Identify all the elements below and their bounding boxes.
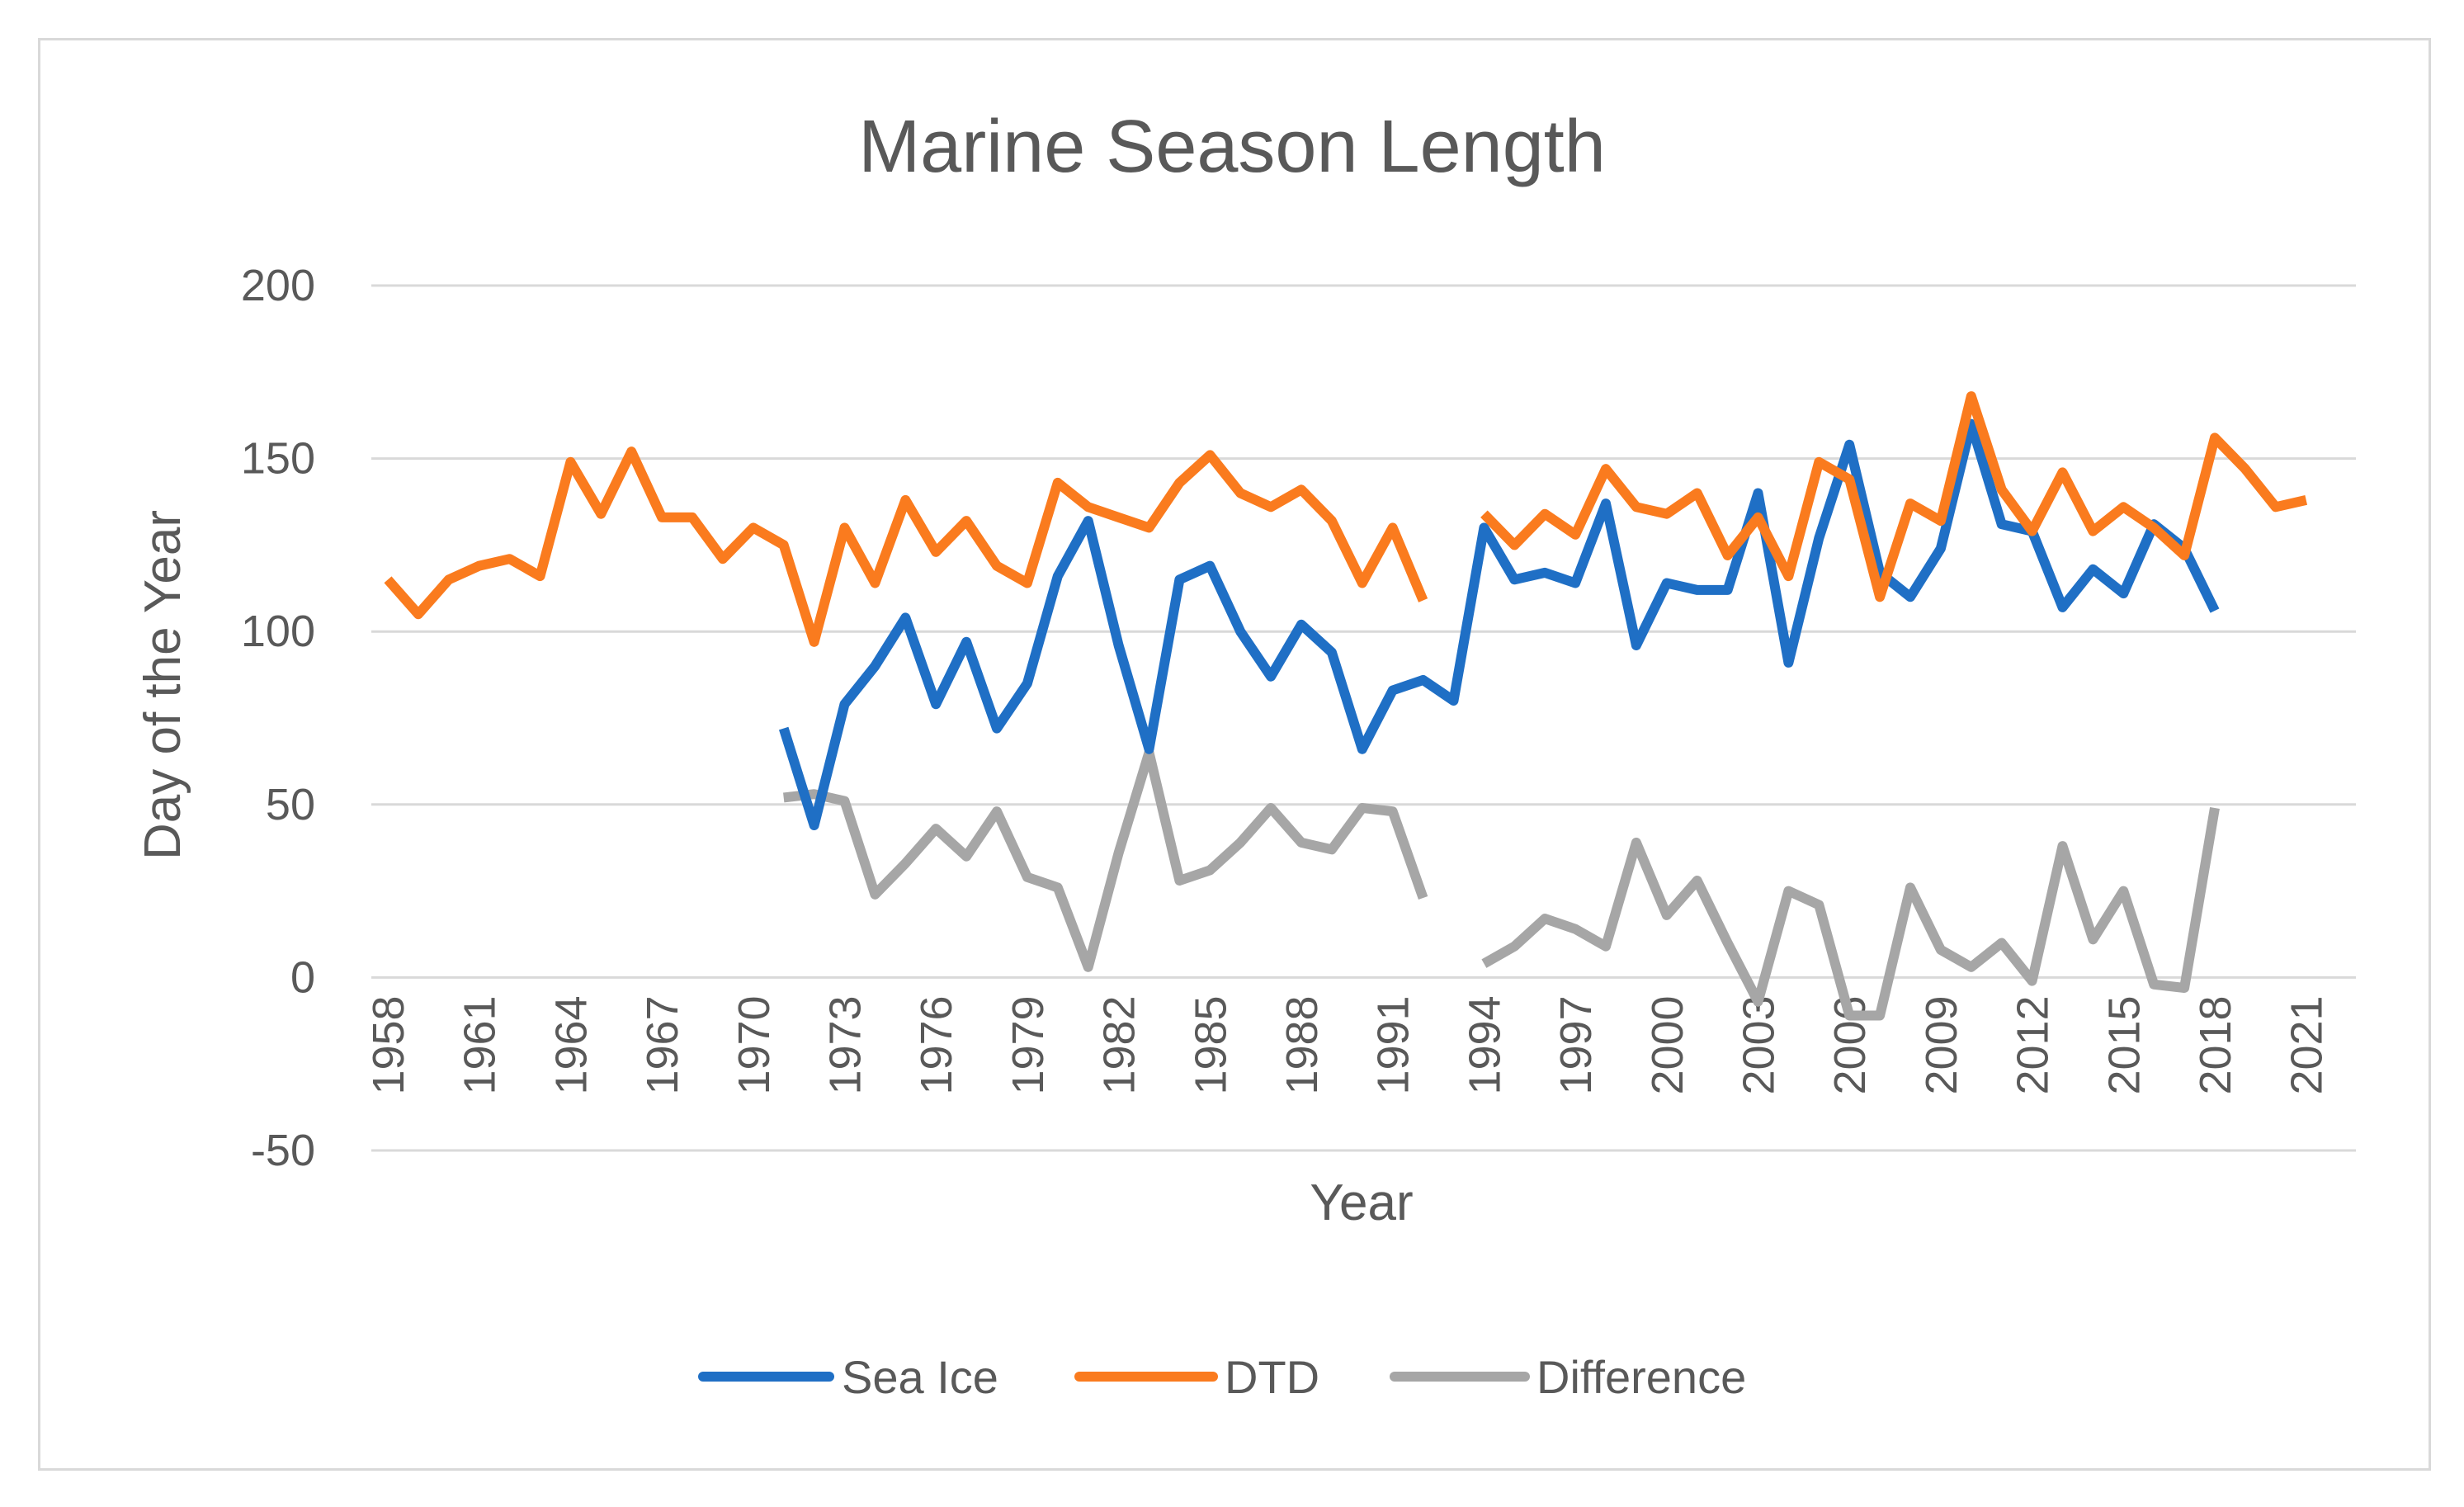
x-tick-label: 2012 [2008, 995, 2058, 1094]
legend-label-difference: Difference [1536, 1351, 1746, 1403]
y-tick-label: -50 [251, 1126, 315, 1175]
y-tick-label: 50 [266, 780, 315, 829]
x-tick-label: 2000 [1643, 995, 1692, 1094]
legend: Sea Ice DTD Difference [698, 1351, 1746, 1403]
x-tick-label: 1964 [546, 995, 596, 1094]
y-tick-label: 100 [241, 607, 315, 656]
x-tick-label: 2018 [2191, 995, 2240, 1094]
series-lines [384, 391, 2308, 1021]
y-axis-title: Day of the Year [135, 510, 191, 860]
x-tick-label: 2003 [1735, 995, 1784, 1094]
y-tick-label: 200 [241, 261, 315, 310]
series-line-difference-segment-2 [1481, 806, 2220, 1021]
x-tick-label: 1967 [638, 995, 687, 1094]
legend-label-dtd: DTD [1225, 1351, 1319, 1403]
legend-label-sea-ice: Sea Ice [842, 1351, 998, 1403]
x-tick-label: 1976 [912, 995, 961, 1094]
chart-frame [38, 38, 2431, 1471]
series-line-sea-ice [778, 418, 2220, 830]
series-line-dtd-segment-1 [384, 446, 1428, 647]
y-tick-label: 150 [241, 434, 315, 484]
x-tick-label: 2009 [1917, 995, 1966, 1094]
x-tick-label: 1979 [1003, 995, 1053, 1094]
x-tick-label: 1958 [364, 995, 413, 1094]
x-tick-label: 1961 [456, 995, 505, 1094]
x-tick-label: 1994 [1460, 995, 1509, 1094]
x-axis-title: Year [1310, 1174, 1413, 1231]
series-line-difference-segment-1 [783, 747, 1428, 972]
x-tick-label: 1970 [729, 995, 779, 1094]
x-tick-label: 1997 [1551, 995, 1601, 1094]
series-line-dtd-segment-2 [1480, 391, 2308, 602]
chart-title: Marine Season Length [858, 106, 1606, 188]
y-axis-ticks: -50 0 50 100 150 200 [241, 261, 315, 1175]
x-tick-label: 1991 [1369, 995, 1418, 1094]
y-tick-label: 0 [290, 952, 315, 1002]
x-tick-label: 1982 [1095, 995, 1145, 1094]
x-tick-label: 1988 [1277, 995, 1327, 1094]
x-axis-ticks: 1958 1961 1964 1967 1970 1973 1976 1979 1982 1985… [364, 995, 2332, 1094]
x-tick-label: 1973 [821, 995, 871, 1094]
x-tick-label: 2015 [2099, 995, 2149, 1094]
x-tick-label: 1985 [1186, 995, 1235, 1094]
x-tick-label: 2021 [2282, 995, 2332, 1094]
